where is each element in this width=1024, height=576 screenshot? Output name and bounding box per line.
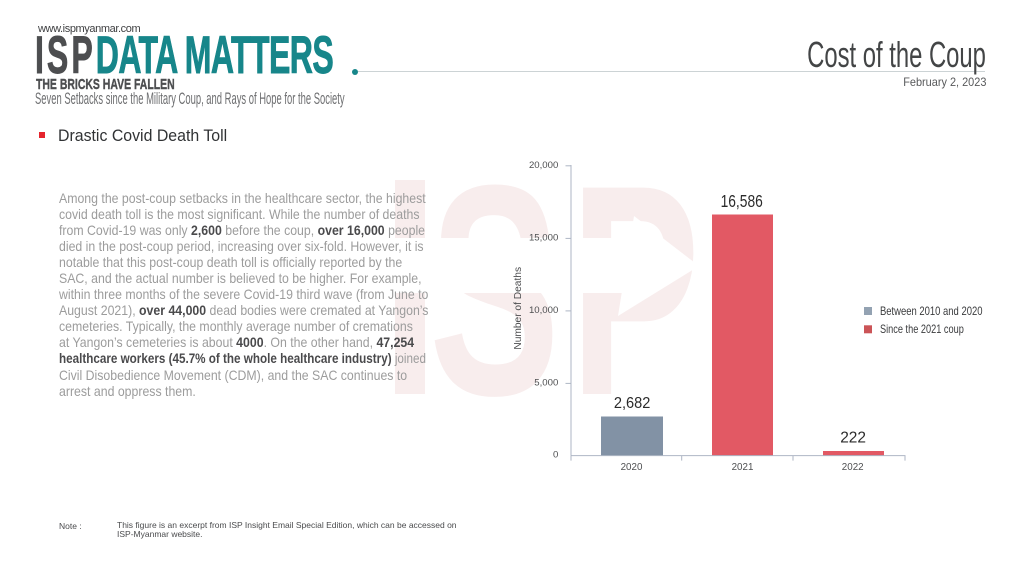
- svg-text:0: 0: [553, 450, 558, 461]
- svg-text:15,000: 15,000: [529, 233, 558, 244]
- svg-text:10,000: 10,000: [529, 305, 558, 316]
- svg-text:2020: 2020: [621, 462, 643, 473]
- svg-text:Between 2010 and 2020: Between 2010 and 2020: [880, 305, 983, 318]
- svg-text:2022: 2022: [842, 462, 864, 473]
- svg-text:5,000: 5,000: [534, 378, 558, 389]
- svg-text:20,000: 20,000: [529, 160, 558, 171]
- svg-text:222: 222: [840, 429, 866, 446]
- svg-text:2,682: 2,682: [614, 394, 650, 412]
- svg-text:2021: 2021: [732, 462, 754, 473]
- svg-text:Number of Deaths: Number of Deaths: [513, 267, 524, 350]
- svg-text:16,586: 16,586: [721, 193, 763, 212]
- svg-text:Since the 2021 coup: Since the 2021 coup: [880, 324, 964, 336]
